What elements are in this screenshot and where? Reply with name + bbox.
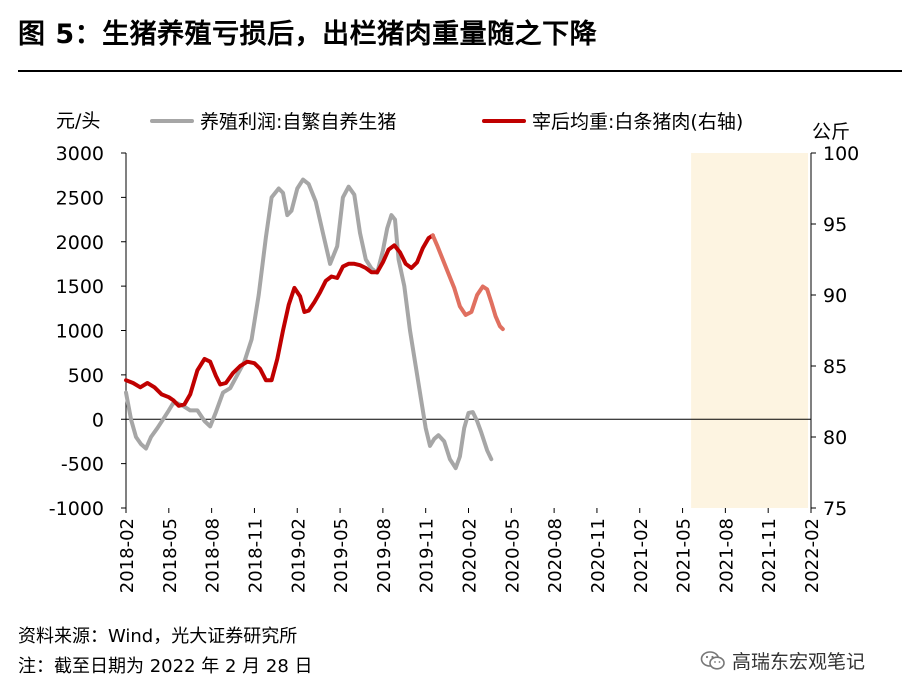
x-tick-label: 2021-11 — [759, 518, 780, 593]
right-axis-unit: 公斤 — [812, 121, 850, 143]
right-tick-label: 85 — [823, 356, 847, 378]
x-tick-label: 2019-08 — [374, 518, 395, 593]
left-tick-label: 2000 — [56, 232, 104, 254]
x-tick-label: 2018-05 — [160, 518, 181, 593]
left-tick-label: 1500 — [56, 276, 104, 298]
watermark-text: 高瑞东宏观笔记 — [732, 651, 866, 673]
x-tick-label: 2020-11 — [588, 518, 609, 593]
left-tick-label: 1000 — [56, 321, 104, 343]
left-axis-unit: 元/头 — [56, 110, 100, 132]
right-tick-label: 100 — [823, 143, 859, 165]
legend-label-weight: 宰后均重:白条猪肉(右轴) — [532, 111, 743, 133]
left-tick-label: 0 — [92, 409, 104, 431]
x-tick-label: 2021-02 — [631, 518, 652, 593]
title-divider — [18, 70, 902, 72]
x-tick-label: 2020-02 — [460, 518, 481, 593]
x-tick-label: 2020-05 — [502, 518, 523, 593]
wechat-icon — [700, 650, 725, 670]
weight-series-line — [124, 233, 435, 408]
x-tick-label: 2022-02 — [802, 518, 823, 593]
shaded-region — [691, 153, 808, 508]
x-tick-label: 2018-08 — [203, 518, 224, 593]
watermark: 高瑞东宏观笔记 — [700, 647, 865, 674]
x-tick-label: 2018-11 — [245, 518, 266, 593]
x-tick-label: 2019-02 — [288, 518, 309, 593]
source-text: 资料来源：Wind，光大证券研究所 — [18, 626, 298, 647]
left-tick-label: 500 — [68, 365, 104, 387]
profit-series-line — [124, 177, 494, 471]
x-tick-label: 2021-08 — [716, 518, 737, 593]
left-tick-label: 2500 — [56, 187, 104, 209]
left-tick-label: 3000 — [56, 143, 104, 165]
right-tick-label: 75 — [823, 498, 847, 520]
note-text: 注：截至日期为 2022 年 2 月 28 日 — [18, 656, 313, 677]
right-tick-label: 90 — [823, 285, 847, 307]
x-tick-label: 2021-05 — [674, 518, 695, 593]
x-tick-label: 2018-02 — [117, 518, 138, 593]
left-tick-label: -1000 — [49, 498, 104, 520]
x-tick-label: 2019-11 — [417, 518, 438, 593]
x-tick-label: 2020-08 — [545, 518, 566, 593]
right-tick-label: 95 — [823, 214, 847, 236]
x-tick-label: 2019-05 — [331, 518, 352, 593]
right-tick-label: 80 — [823, 427, 847, 449]
legend-label-profit: 养殖利润:自繁自养生猪 — [200, 111, 396, 133]
weight-series-recent-line — [430, 233, 505, 332]
left-tick-label: -500 — [61, 454, 104, 476]
figure-title: 图 5：生猪养殖亏损后，出栏猪肉重量随之下降 — [18, 19, 598, 50]
